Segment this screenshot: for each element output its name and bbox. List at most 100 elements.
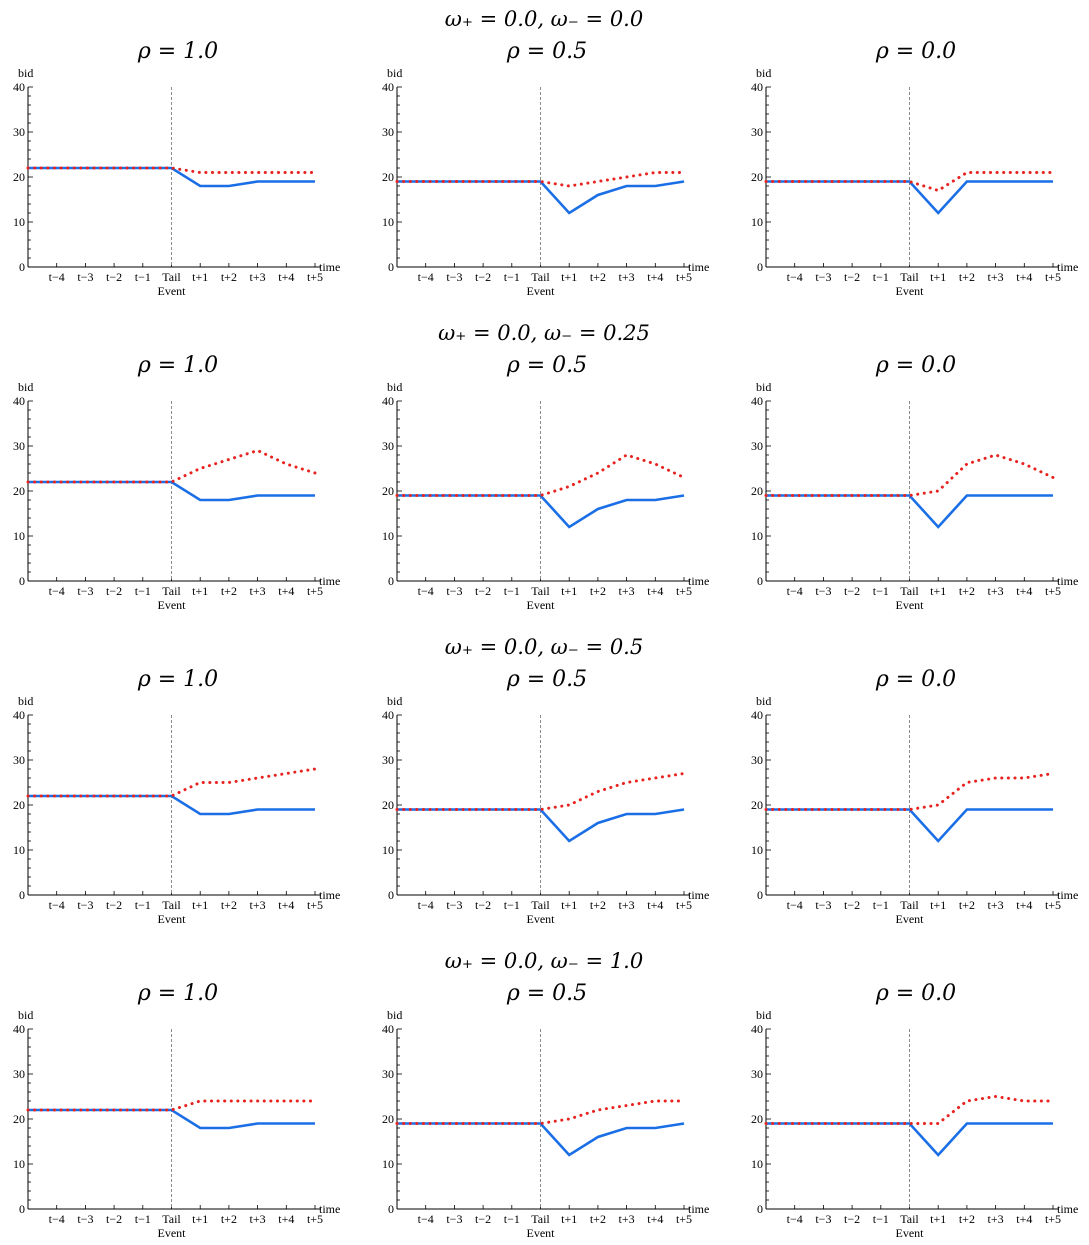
x-tick-label: t+2 bbox=[590, 898, 606, 912]
x-tick-label: t−3 bbox=[446, 584, 462, 598]
x-axis-label: time bbox=[319, 1202, 340, 1216]
y-axis-label: bid bbox=[18, 66, 33, 80]
x-tick-label: t−3 bbox=[815, 898, 831, 912]
x-tick-label: t+2 bbox=[590, 584, 606, 598]
y-tick-label: 0 bbox=[757, 260, 763, 274]
y-tick-label: 10 bbox=[382, 529, 394, 543]
y-axis-label: bid bbox=[18, 694, 33, 708]
x-tick-label: Tail bbox=[531, 584, 550, 598]
y-tick-label: 40 bbox=[751, 1022, 763, 1036]
x-tick-label: t+2 bbox=[221, 270, 237, 284]
x-tick-label: t−2 bbox=[844, 270, 860, 284]
x-tick-label: t−2 bbox=[475, 584, 491, 598]
y-tick-label: 30 bbox=[13, 439, 25, 453]
x-tick-label: t−1 bbox=[504, 270, 520, 284]
y-tick-label: 20 bbox=[382, 1112, 394, 1126]
x-tick-label: t+4 bbox=[1016, 270, 1032, 284]
event-label: Event bbox=[527, 284, 556, 298]
x-tick-label: t+1 bbox=[561, 584, 577, 598]
y-tick-label: 40 bbox=[751, 394, 763, 408]
y-axis-label: bid bbox=[18, 1008, 33, 1022]
x-tick-label: t+4 bbox=[278, 898, 294, 912]
x-axis-label: time bbox=[319, 888, 340, 902]
y-tick-label: 40 bbox=[382, 1022, 394, 1036]
y-tick-label: 0 bbox=[19, 888, 25, 902]
event-label: Event bbox=[158, 912, 187, 926]
x-tick-label: t−1 bbox=[873, 898, 889, 912]
y-tick-label: 40 bbox=[382, 708, 394, 722]
x-tick-label: t−4 bbox=[49, 898, 65, 912]
x-tick-label: t+5 bbox=[1045, 1212, 1061, 1226]
x-tick-label: t+5 bbox=[1045, 584, 1061, 598]
x-tick-label: t+2 bbox=[590, 270, 606, 284]
x-tick-label: t−4 bbox=[418, 270, 434, 284]
x-tick-label: t+4 bbox=[1016, 898, 1032, 912]
x-tick-label: t+5 bbox=[1045, 270, 1061, 284]
y-tick-label: 40 bbox=[751, 708, 763, 722]
x-tick-label: t+2 bbox=[221, 1212, 237, 1226]
y-axis-label: bid bbox=[756, 66, 771, 80]
chart-panel: ρ = 0.0 bid 0 10 20 30 40 t−4 t−3 t−2 t−1 Tail t+1 t+… bbox=[751, 353, 1078, 612]
y-tick-label: 10 bbox=[382, 215, 394, 229]
series-line-solid bbox=[28, 480, 315, 502]
x-tick-label: t+1 bbox=[561, 270, 577, 284]
y-tick-label: 10 bbox=[13, 215, 25, 229]
series-line-solid bbox=[28, 1108, 315, 1130]
y-tick-label: 30 bbox=[13, 125, 25, 139]
y-tick-label: 10 bbox=[382, 843, 394, 857]
y-tick-label: 40 bbox=[382, 394, 394, 408]
y-tick-label: 30 bbox=[751, 1067, 763, 1081]
x-tick-label: t+4 bbox=[647, 584, 663, 598]
x-tick-label: t+3 bbox=[988, 898, 1004, 912]
x-tick-label: t+2 bbox=[959, 584, 975, 598]
x-tick-label: t−3 bbox=[815, 270, 831, 284]
event-label: Event bbox=[158, 598, 187, 612]
x-tick-label: t+3 bbox=[619, 270, 635, 284]
x-tick-label: t+5 bbox=[676, 584, 692, 598]
series-line-solid bbox=[28, 794, 315, 816]
y-tick-label: 10 bbox=[13, 1157, 25, 1171]
x-axis-label: time bbox=[1057, 574, 1078, 588]
x-tick-label: t−1 bbox=[135, 1212, 151, 1226]
chart-panel: ρ = 0.5 bid 0 10 20 30 40 t−4 t−3 t−2 t−1 Tail t+1 t+… bbox=[382, 39, 709, 298]
x-tick-label: t+4 bbox=[278, 1212, 294, 1226]
y-tick-label: 0 bbox=[388, 574, 394, 588]
chart-panel: ρ = 1.0 bid 0 10 20 30 40 t−4 t−3 t−2 t−1 Tail t+1 t+… bbox=[13, 39, 340, 298]
x-tick-label: t+3 bbox=[619, 584, 635, 598]
series-line-solid bbox=[766, 180, 1053, 215]
event-label: Event bbox=[527, 1226, 556, 1240]
panel-title: ρ = 0.5 bbox=[506, 981, 587, 1006]
event-label: Event bbox=[158, 284, 187, 298]
x-tick-label: t−3 bbox=[446, 270, 462, 284]
y-axis-label: bid bbox=[387, 694, 402, 708]
series-line-solid bbox=[766, 494, 1053, 529]
x-tick-label: t+3 bbox=[250, 584, 266, 598]
x-tick-label: t−1 bbox=[504, 1212, 520, 1226]
y-tick-label: 10 bbox=[751, 529, 763, 543]
x-tick-label: t+5 bbox=[307, 898, 323, 912]
y-tick-label: 0 bbox=[19, 260, 25, 274]
y-tick-label: 10 bbox=[13, 529, 25, 543]
series-line-dotted bbox=[764, 171, 1055, 193]
x-tick-label: t−4 bbox=[787, 584, 803, 598]
x-tick-label: Tail bbox=[900, 584, 919, 598]
y-tick-label: 0 bbox=[757, 1202, 763, 1216]
panel-title: ρ = 1.0 bbox=[137, 353, 218, 378]
x-tick-label: t−4 bbox=[418, 1212, 434, 1226]
x-tick-label: t+1 bbox=[930, 898, 946, 912]
x-tick-label: t−2 bbox=[475, 270, 491, 284]
x-tick-label: t+4 bbox=[1016, 1212, 1032, 1226]
chart-panel: ρ = 0.5 bid 0 10 20 30 40 t−4 t−3 t−2 t−1 Tail t+1 t+… bbox=[382, 981, 709, 1240]
x-tick-label: t+5 bbox=[1045, 898, 1061, 912]
y-tick-label: 30 bbox=[751, 439, 763, 453]
panel-title: ρ = 0.0 bbox=[875, 981, 956, 1006]
panel-title: ρ = 0.0 bbox=[875, 39, 956, 64]
x-tick-label: t+3 bbox=[250, 1212, 266, 1226]
panel-title: ρ = 0.5 bbox=[506, 667, 587, 692]
y-tick-label: 40 bbox=[751, 80, 763, 94]
y-axis-label: bid bbox=[387, 380, 402, 394]
x-tick-label: t+3 bbox=[988, 270, 1004, 284]
y-tick-label: 10 bbox=[13, 843, 25, 857]
x-tick-label: t−4 bbox=[787, 898, 803, 912]
x-tick-label: Tail bbox=[531, 898, 550, 912]
